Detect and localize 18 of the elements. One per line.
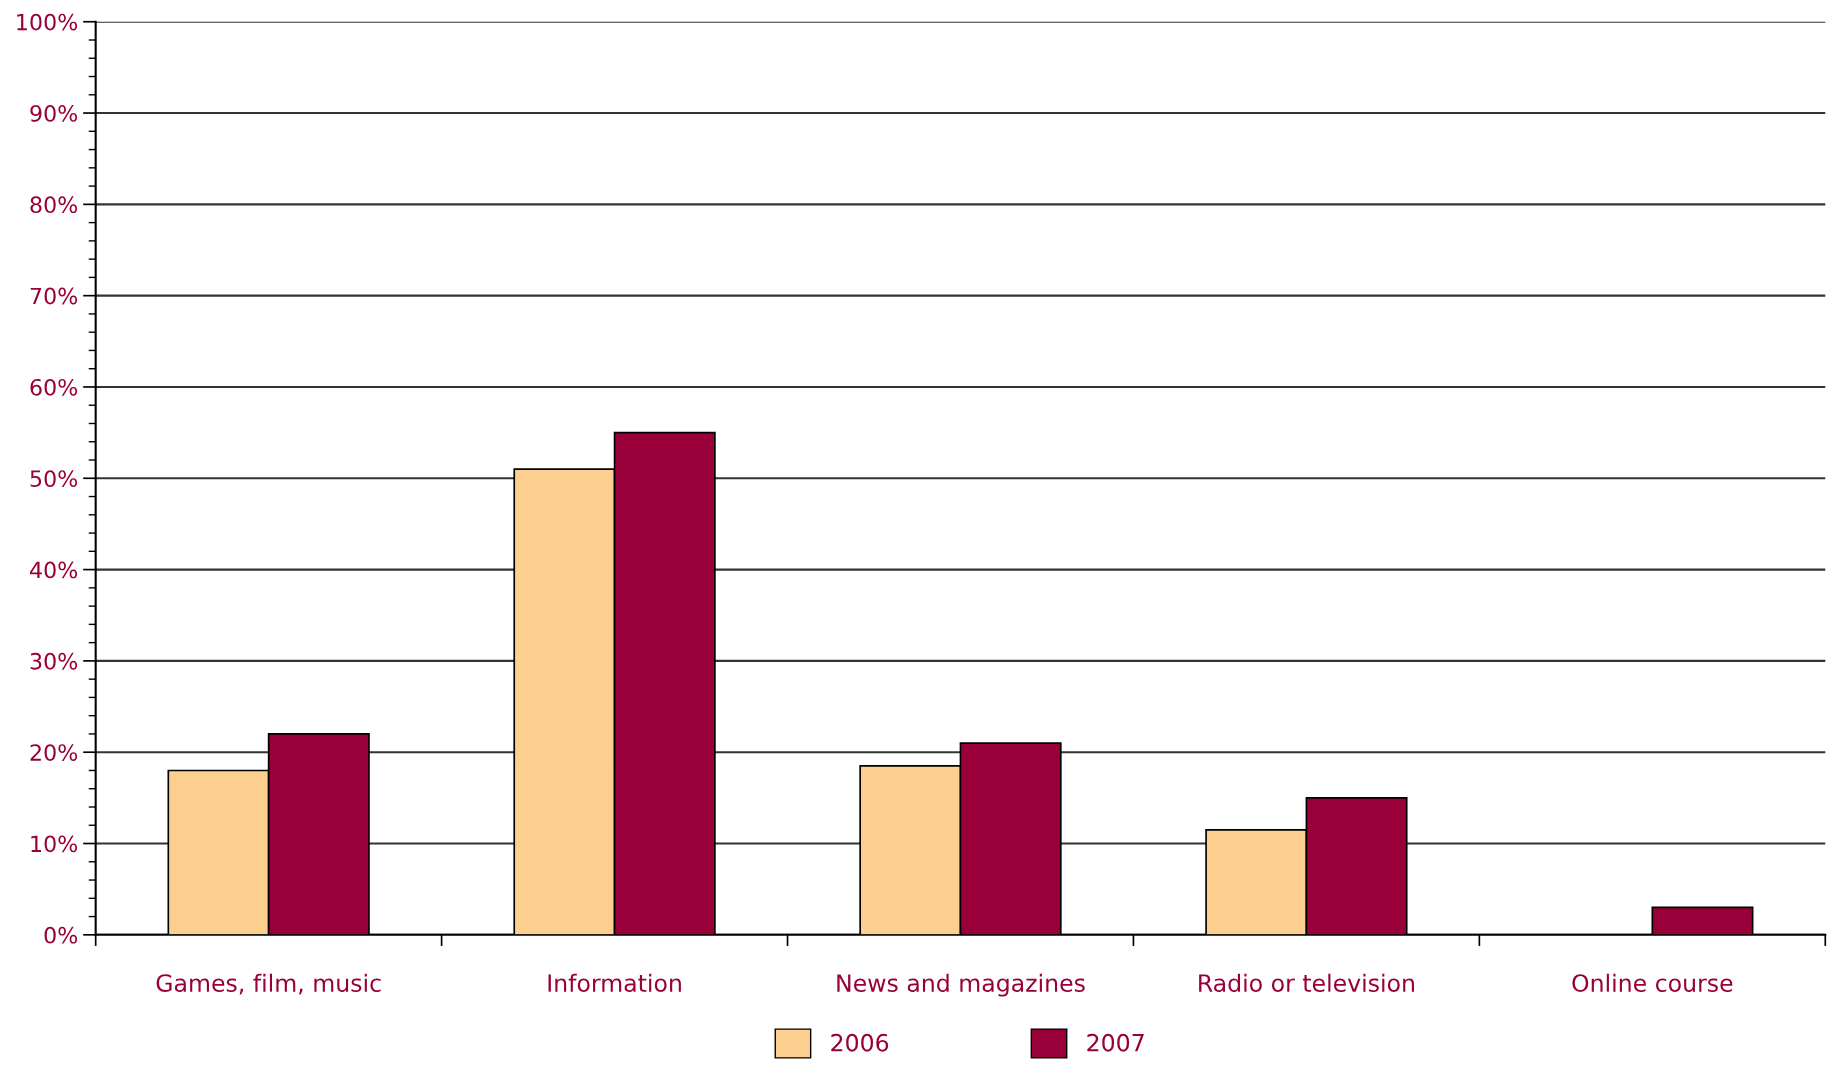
x-tick-label: Online course: [1572, 973, 1733, 992]
y-tick-label: 20%: [30, 744, 78, 761]
legend-label: 2006: [831, 1033, 889, 1052]
y-tick-label: 70%: [30, 287, 78, 305]
legend-label: 2007: [1087, 1033, 1144, 1052]
x-tick-label: Radio or television: [1199, 973, 1414, 992]
y-tick-label: 10%: [31, 835, 78, 853]
x-tick-label: News and magazines: [837, 973, 1085, 997]
y-tick-label: 0%: [44, 926, 78, 944]
y-tick-label: 50%: [30, 470, 78, 488]
y-tick-label: 80%: [30, 196, 78, 214]
x-tick-label: Games, film, music: [156, 973, 381, 995]
y-tick-label: 90%: [30, 105, 78, 122]
y-tick-label: 30%: [30, 652, 78, 670]
y-tick-label: 60%: [30, 378, 78, 396]
y-tick-label: 100%: [17, 13, 78, 31]
x-tick-label: Information: [548, 973, 681, 992]
y-tick-label: 40%: [30, 561, 78, 579]
